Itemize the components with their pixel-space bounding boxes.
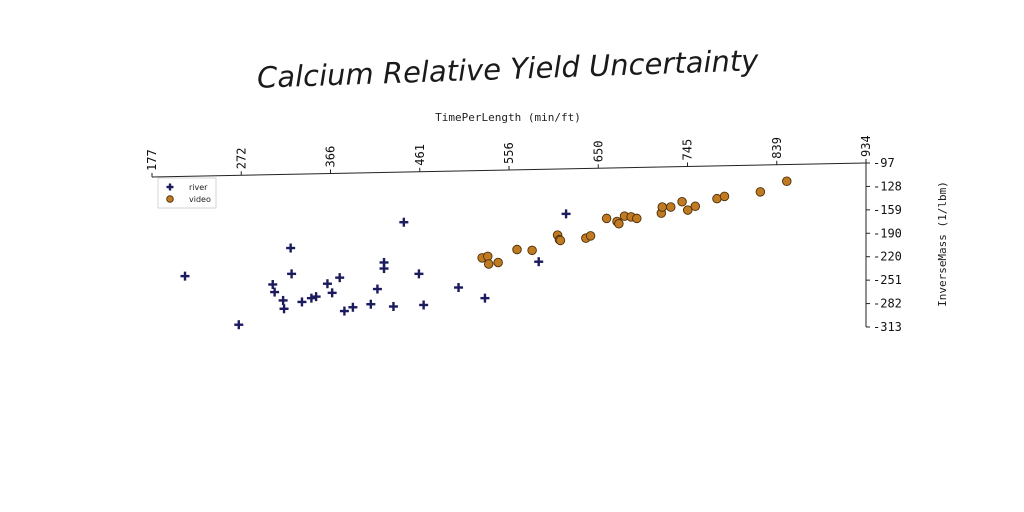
legend-marker-video bbox=[166, 195, 174, 203]
river-point bbox=[287, 269, 297, 279]
video-point bbox=[483, 259, 494, 269]
river-point bbox=[366, 299, 376, 309]
x-tick-label: 366 bbox=[324, 146, 338, 168]
video-point bbox=[657, 202, 668, 212]
river-point bbox=[234, 320, 244, 330]
river-point bbox=[399, 217, 409, 227]
river-point bbox=[534, 257, 544, 267]
river-point bbox=[327, 288, 337, 298]
river-point bbox=[306, 293, 316, 303]
river-point bbox=[348, 302, 358, 312]
river-point bbox=[419, 300, 429, 310]
x-tick-label: 650 bbox=[591, 141, 605, 163]
x-ticks: 177 272 366 461 556 650 745 839 934 bbox=[145, 135, 873, 177]
legend-marker-river bbox=[166, 183, 174, 191]
video-point bbox=[666, 202, 676, 212]
river-point bbox=[286, 243, 296, 253]
river-point bbox=[339, 306, 349, 316]
y-tick-label: -282 bbox=[873, 297, 902, 311]
video-point bbox=[512, 244, 522, 255]
y-tick-label: -220 bbox=[873, 250, 902, 264]
y-tick-label: -97 bbox=[873, 156, 895, 170]
video-point bbox=[719, 191, 730, 202]
chart-title: Calcium Relative Yield Uncertainty bbox=[256, 43, 759, 95]
river-point bbox=[388, 302, 398, 311]
x-tick-label: 745 bbox=[681, 139, 695, 161]
y-ticks: -97 -128 -159 -190 -220 -251 -282 -313 bbox=[866, 156, 902, 334]
x-tick-label: 272 bbox=[234, 148, 248, 170]
legend-box bbox=[157, 177, 217, 209]
river-point bbox=[279, 304, 289, 314]
x-axis-label: TimePerLength (min/ft) bbox=[435, 111, 581, 124]
video-point bbox=[585, 231, 596, 241]
video-point bbox=[682, 205, 693, 215]
video-point bbox=[782, 176, 792, 186]
video-point bbox=[601, 213, 612, 224]
video-point bbox=[690, 201, 701, 212]
river-point bbox=[454, 283, 464, 293]
river-point bbox=[372, 284, 382, 294]
y-tick-label: -159 bbox=[873, 203, 902, 217]
river-point bbox=[414, 269, 424, 279]
video-point bbox=[555, 235, 566, 246]
video-point bbox=[527, 245, 537, 256]
video-point bbox=[755, 187, 766, 197]
river-point bbox=[335, 273, 345, 283]
series-river bbox=[180, 209, 571, 330]
data-points bbox=[180, 176, 792, 330]
series-video bbox=[477, 176, 792, 269]
y-tick-label: -313 bbox=[873, 320, 902, 334]
x-tick-label: 177 bbox=[145, 149, 159, 171]
river-point bbox=[270, 287, 280, 297]
y-tick-label: -251 bbox=[873, 273, 902, 287]
river-point bbox=[278, 295, 288, 305]
x-tick-label: 839 bbox=[770, 137, 784, 159]
river-point bbox=[311, 292, 321, 302]
y-axis-label: InverseMass (1/lbm) bbox=[936, 181, 949, 307]
river-point bbox=[379, 264, 389, 274]
x-tick-label: 461 bbox=[413, 144, 427, 166]
video-point bbox=[493, 257, 503, 268]
video-point bbox=[632, 213, 642, 224]
x-tick-label: 556 bbox=[502, 142, 516, 164]
river-point bbox=[322, 279, 332, 289]
river-point bbox=[180, 271, 190, 281]
y-tick-label: -128 bbox=[873, 179, 902, 193]
video-point bbox=[614, 218, 624, 229]
river-point bbox=[561, 209, 571, 219]
legend-label-video: video bbox=[189, 195, 211, 204]
legend-label-river: river bbox=[189, 183, 208, 192]
y-tick-label: -190 bbox=[873, 226, 902, 240]
legend: river video bbox=[157, 177, 217, 209]
video-point bbox=[677, 196, 687, 207]
river-point bbox=[268, 279, 278, 289]
river-point bbox=[480, 293, 490, 303]
legend-items: river video bbox=[166, 183, 211, 204]
river-point bbox=[297, 297, 307, 307]
x-tick-label: 934 bbox=[859, 135, 873, 157]
